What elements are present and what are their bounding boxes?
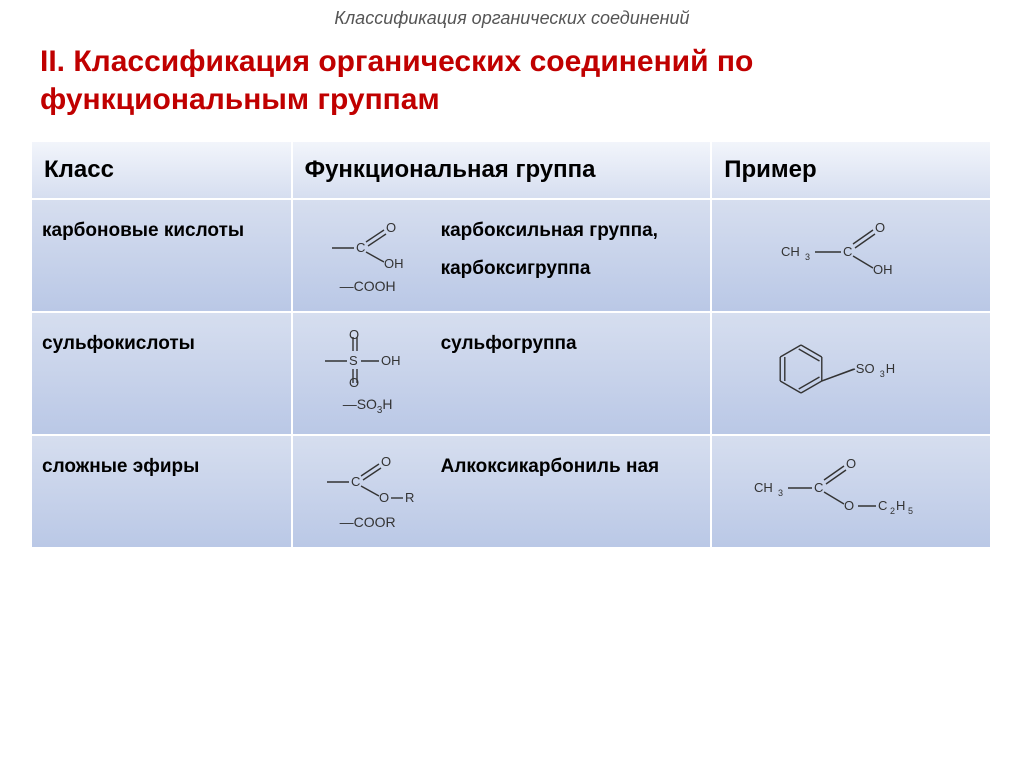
svg-text:O: O <box>381 454 391 469</box>
svg-text:C: C <box>878 498 887 513</box>
example-structure: SO 3H <box>722 325 980 415</box>
svg-text:CH: CH <box>781 244 800 259</box>
example-structure: CH 3 C O OH <box>722 212 980 290</box>
svg-text:O: O <box>386 220 396 235</box>
svg-text:O: O <box>349 329 359 342</box>
svg-text:OH: OH <box>381 353 401 368</box>
cell-example: CH 3 C O OH <box>711 199 991 312</box>
table-row: сульфокислоты S O O OH —SO3Hсульфогруппа… <box>32 312 991 435</box>
cell-class: карбоновые кислоты <box>32 199 292 312</box>
cell-example: CH3 C O O C2 H5 <box>711 435 991 547</box>
cell-example: SO 3H <box>711 312 991 435</box>
functional-group-formula: C O OH —COOH <box>303 212 433 299</box>
svg-text:O: O <box>846 456 856 471</box>
example-structure: CH3 C O O C2 H5 <box>722 448 980 528</box>
svg-text:C: C <box>351 474 360 489</box>
cell-class: сложные эфиры <box>32 435 292 547</box>
functional-group-name: Алкоксикарбониль ная <box>441 448 701 535</box>
functional-group-formula: C O OR —COOR <box>303 448 433 535</box>
cell-functional-group: S O O OH —SO3Hсульфогруппа <box>292 312 712 435</box>
svg-text:C: C <box>843 244 852 259</box>
svg-text:OH: OH <box>384 256 404 271</box>
svg-text:OH: OH <box>873 262 893 277</box>
section-title: II. Классификация органических соединени… <box>0 29 1024 142</box>
table-row: сложные эфиры C O OR —COORАлкоксикарбони… <box>32 435 991 547</box>
svg-text:O: O <box>875 220 885 235</box>
cell-functional-group: C O OH —COOHкарбоксильная группа, карбок… <box>292 199 712 312</box>
svg-text:O: O <box>379 490 389 505</box>
svg-text:C: C <box>814 480 823 495</box>
svg-text:C: C <box>356 240 365 255</box>
svg-text:2: 2 <box>890 506 895 516</box>
header-class: Класс <box>32 142 292 199</box>
header-fgroup: Функциональная группа <box>292 142 712 199</box>
svg-text:S: S <box>349 353 358 368</box>
cell-functional-group: C O OR —COORАлкоксикарбониль ная <box>292 435 712 547</box>
classification-table: Класс Функциональная группа Пример карбо… <box>32 142 992 547</box>
svg-text:SO: SO <box>856 361 875 376</box>
header-example: Пример <box>711 142 991 199</box>
functional-group-name: сульфогруппа <box>441 325 701 422</box>
svg-text:H: H <box>886 361 895 376</box>
table-row: карбоновые кислоты C O OH —COOHкарбоксил… <box>32 199 991 312</box>
functional-group-name: карбоксильная группа, карбоксигруппа <box>441 212 701 299</box>
svg-text:O: O <box>349 375 359 389</box>
svg-text:R: R <box>405 490 414 505</box>
svg-text:CH: CH <box>754 480 773 495</box>
cell-class: сульфокислоты <box>32 312 292 435</box>
svg-text:3: 3 <box>880 369 885 379</box>
svg-text:5: 5 <box>908 506 913 516</box>
svg-text:O: O <box>844 498 854 513</box>
svg-text:3: 3 <box>778 488 783 498</box>
functional-group-formula: S O O OH —SO3H <box>303 325 433 422</box>
svg-text:H: H <box>896 498 905 513</box>
svg-text:3: 3 <box>805 252 810 262</box>
page-supertitle: Классификация органических соединений <box>0 0 1024 29</box>
